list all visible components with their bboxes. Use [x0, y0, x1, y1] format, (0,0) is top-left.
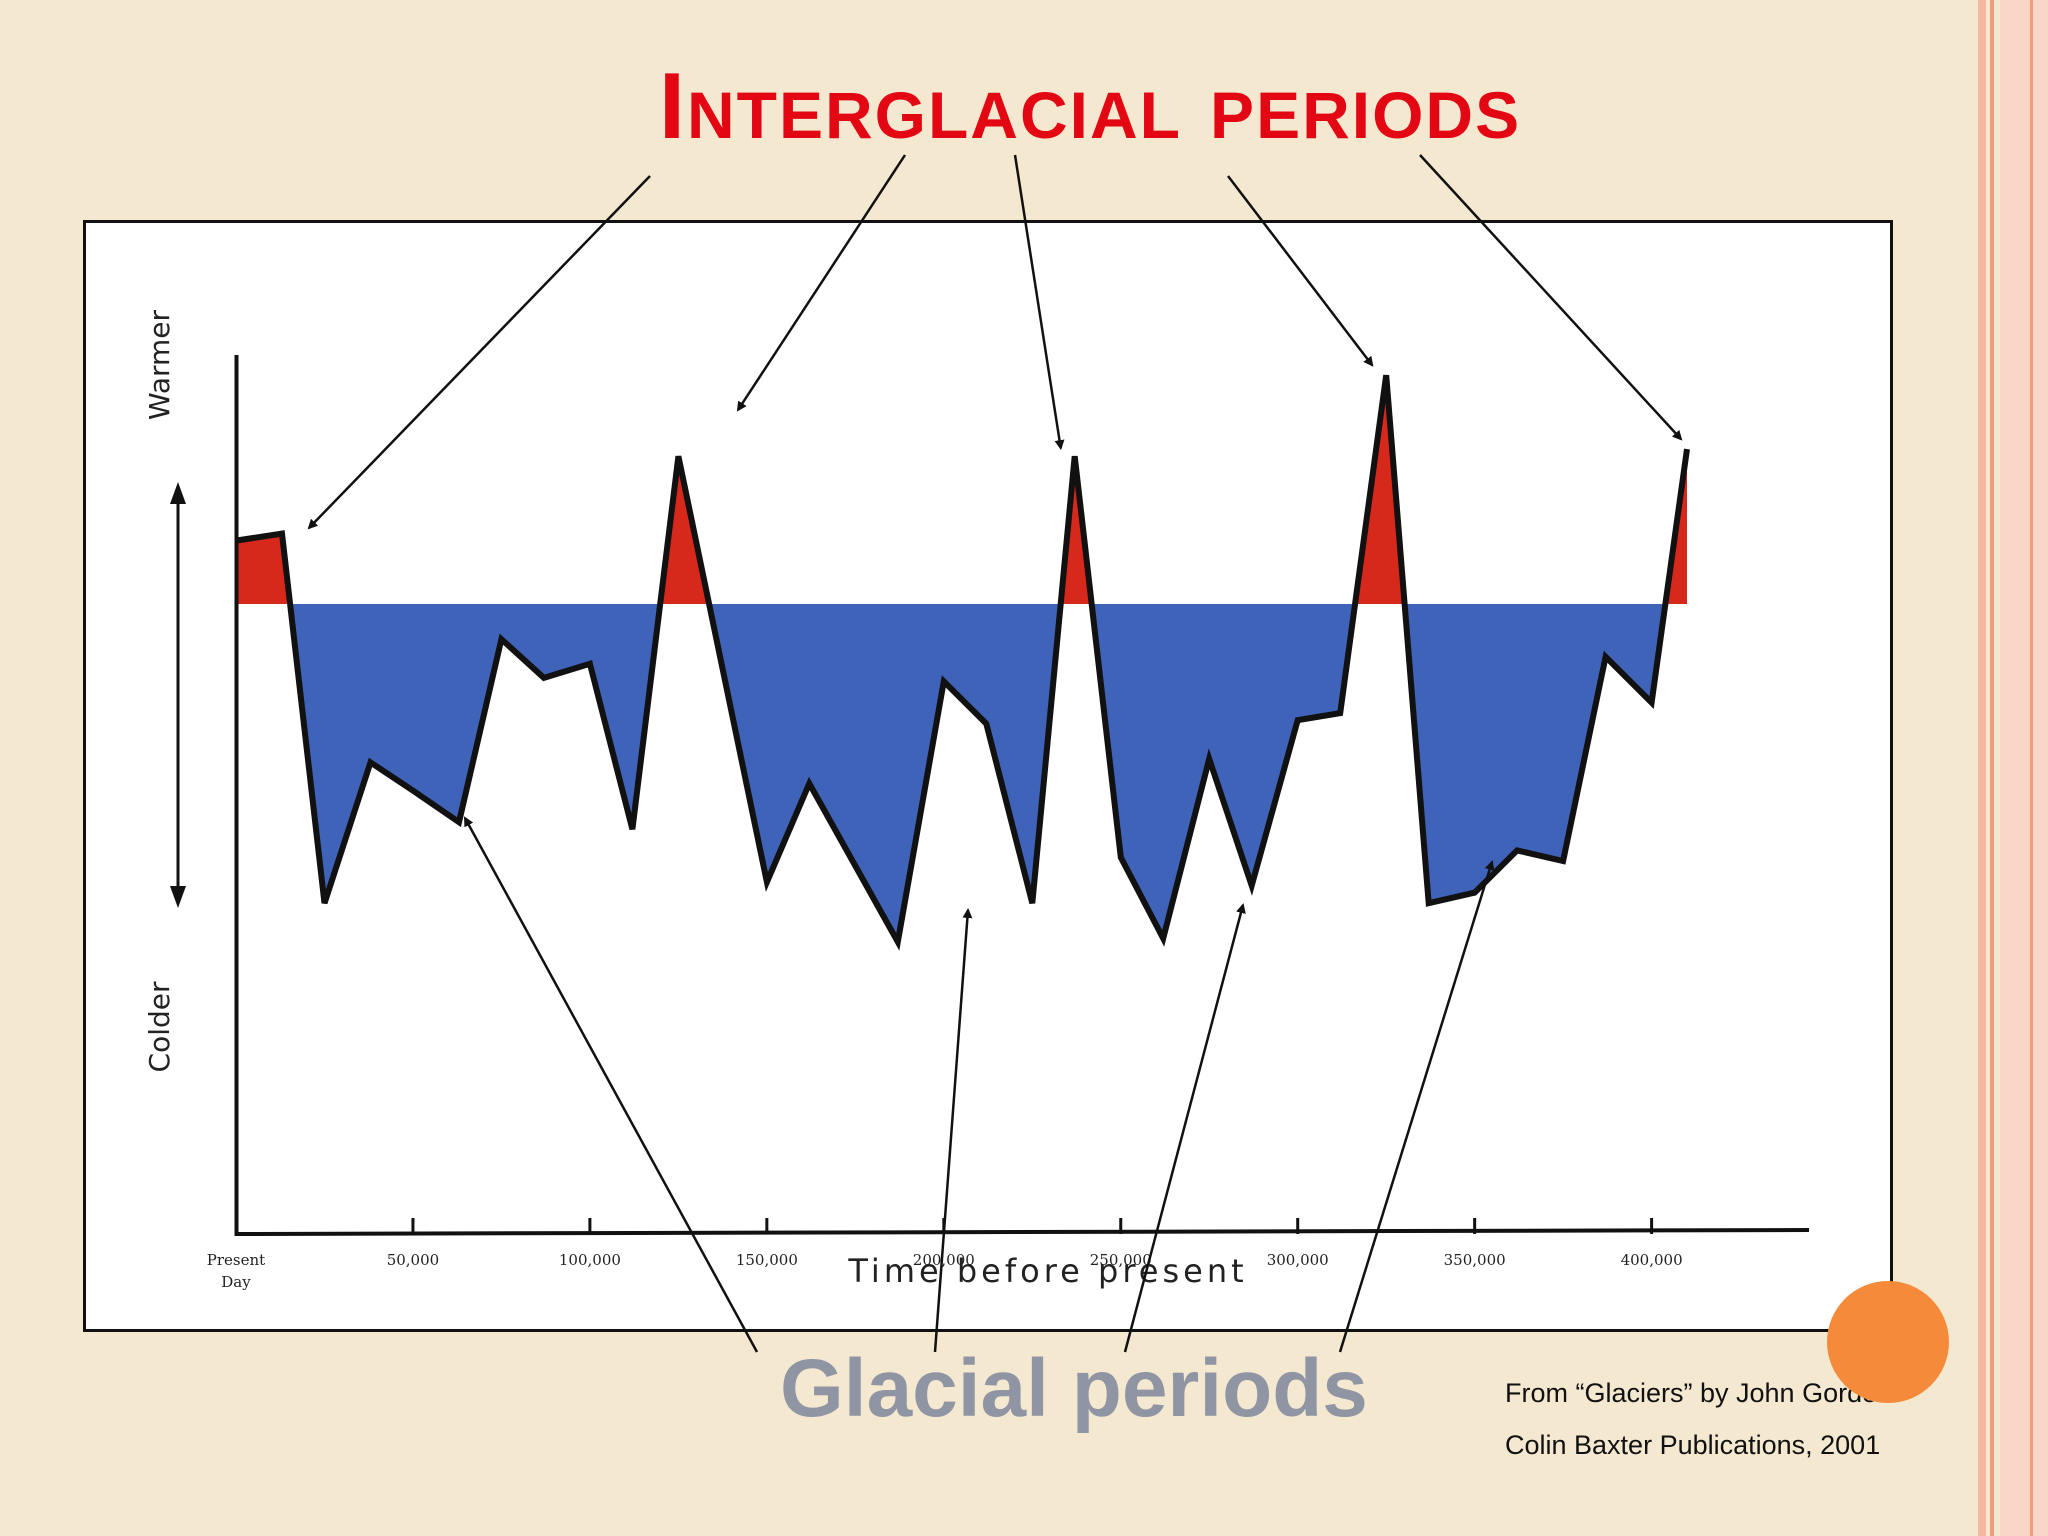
y-label-colder: Colder: [143, 981, 176, 1072]
warm-arrowhead: [170, 482, 186, 504]
x-tick-label: Present Day: [207, 1251, 265, 1291]
x-tick-label: 100,000: [559, 1251, 621, 1269]
x-tick-label: 300,000: [1267, 1251, 1329, 1269]
x-tick-label: 400,000: [1621, 1251, 1683, 1269]
slide-title: Interglacial periods: [658, 53, 1522, 158]
x-tick-label: 350,000: [1444, 1251, 1506, 1269]
cold-area: [236, 604, 1687, 942]
y-label-warmer: Warmer: [143, 309, 176, 420]
credit-line-2: Colin Baxter Publications, 2001: [1505, 1430, 1881, 1460]
x-tick-label: 50,000: [387, 1251, 440, 1269]
accent-circle: [1827, 1281, 1949, 1403]
x-axis-label: Time before present: [847, 1252, 1247, 1290]
cold-arrowhead: [170, 886, 186, 908]
slide-edge-stripes: [1978, 0, 2048, 1536]
glacial-periods-label: Glacial periods: [780, 1343, 1368, 1434]
credit-line-1: From “Glaciers” by John Gordon: [1505, 1378, 1893, 1408]
x-axis: [235, 1228, 1810, 1236]
x-tick-label: 150,000: [736, 1251, 798, 1269]
